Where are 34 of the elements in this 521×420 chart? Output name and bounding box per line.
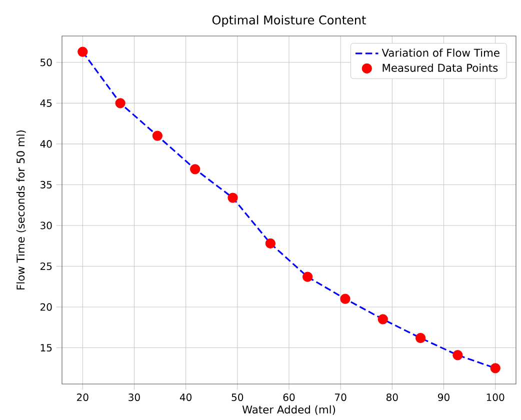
y-tick-label: 50	[40, 58, 52, 66]
x-axis-title: Water Added (ml)	[242, 405, 336, 415]
x-tick-label: 60	[283, 393, 295, 402]
chart-title: Optimal Moisture Content	[212, 15, 366, 27]
x-tick-label: 90	[438, 393, 450, 402]
y-tick-label: 25	[40, 262, 52, 270]
point	[415, 332, 426, 344]
point	[115, 98, 126, 108]
legend-label: Variation of Flow Time	[382, 48, 500, 57]
x-tick-label: 70	[335, 393, 346, 402]
x-tick-label: 30	[128, 393, 140, 402]
x-tick-label: 20	[77, 393, 88, 402]
point	[228, 192, 238, 203]
point	[340, 294, 350, 304]
x-tick-label: 40	[180, 393, 192, 402]
point	[378, 314, 388, 324]
y-tick-label: 20	[40, 303, 52, 311]
y-axis-title: Flow Time (seconds for 50 ml)	[16, 130, 26, 290]
x-tick-label: 50	[232, 393, 244, 402]
point	[190, 164, 200, 174]
y-tick-label: 15	[40, 344, 52, 352]
x-tick-label: 80	[386, 393, 398, 402]
point	[265, 238, 276, 248]
point	[152, 130, 163, 141]
point	[490, 363, 500, 374]
x-tick-label: 100	[486, 393, 504, 402]
y-tick-label: 45	[40, 99, 52, 107]
point	[302, 272, 313, 282]
point	[452, 350, 463, 360]
y-tick-label: 30	[40, 222, 52, 230]
y-tick-label: 35	[40, 180, 52, 188]
legend-label: Measured Data Points	[382, 64, 498, 72]
point	[78, 46, 88, 57]
y-tick-label: 40	[40, 140, 52, 148]
